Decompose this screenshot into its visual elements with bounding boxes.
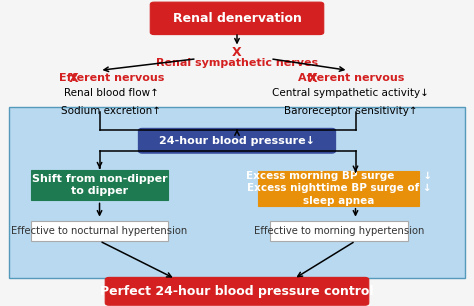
Text: Effective to nocturnal hypertension: Effective to nocturnal hypertension	[11, 226, 188, 236]
Text: Baroreceptor sensitivity↑: Baroreceptor sensitivity↑	[284, 106, 418, 116]
Text: Renal blood flow↑: Renal blood flow↑	[64, 88, 159, 98]
Text: Afferent nervous: Afferent nervous	[298, 73, 404, 83]
Bar	[9, 107, 465, 278]
Text: Renal sympathetic nerves: Renal sympathetic nerves	[156, 58, 318, 68]
Text: X: X	[69, 72, 78, 84]
Text: Renal denervation: Renal denervation	[173, 12, 301, 25]
FancyBboxPatch shape	[31, 221, 168, 241]
Text: Sodium excretion↑: Sodium excretion↑	[62, 106, 161, 116]
Text: Excess morning BP surge        ↓
Excess nighttime BP surge of ↓
sleep apnea: Excess morning BP surge ↓ Excess nightti…	[246, 171, 432, 206]
FancyBboxPatch shape	[138, 129, 336, 153]
Text: Effective to morning hypertension: Effective to morning hypertension	[254, 226, 424, 236]
FancyBboxPatch shape	[150, 2, 324, 35]
FancyBboxPatch shape	[105, 277, 369, 305]
FancyBboxPatch shape	[270, 221, 408, 241]
Text: 24-hour blood pressure↓: 24-hour blood pressure↓	[159, 136, 315, 146]
Text: Perfect 24-hour blood pressure control: Perfect 24-hour blood pressure control	[100, 285, 374, 298]
Text: X: X	[308, 72, 318, 84]
FancyBboxPatch shape	[258, 171, 419, 206]
Text: Central sympathetic activity↓: Central sympathetic activity↓	[273, 88, 429, 98]
Text: Shift from non-dipper
to dipper: Shift from non-dipper to dipper	[32, 174, 167, 196]
FancyBboxPatch shape	[31, 170, 168, 200]
Text: X: X	[232, 46, 242, 58]
Text: Efferent nervous: Efferent nervous	[59, 73, 164, 83]
